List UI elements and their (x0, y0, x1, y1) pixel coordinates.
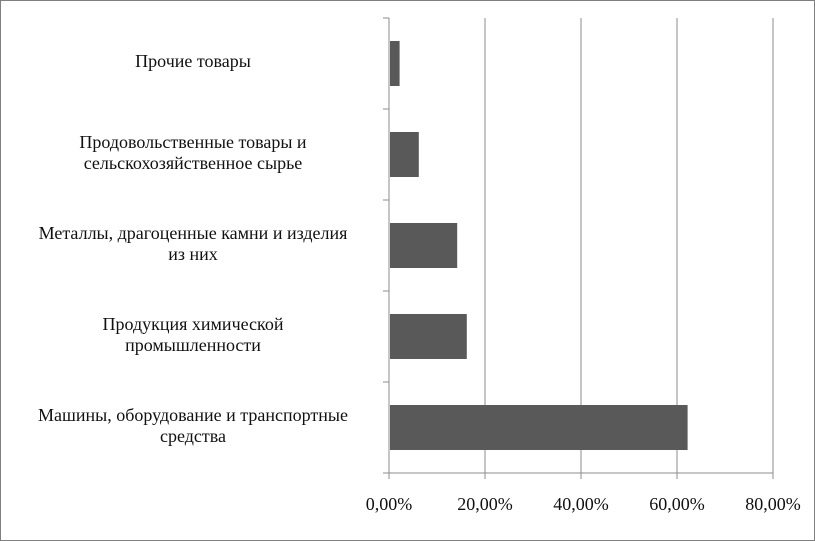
category-label: Машины, оборудование и транспортные сред… (38, 404, 348, 446)
category-label: Продукция химической промышленности (102, 313, 284, 355)
x-tick-label: 40,00% (553, 494, 609, 514)
bar (390, 223, 458, 268)
category-label: Продовольственные товары и сельскохозяйс… (79, 131, 307, 173)
x-tick-label: 80,00% (745, 494, 801, 514)
bar (390, 132, 419, 177)
bar (390, 41, 400, 86)
x-tick-label: 20,00% (457, 494, 513, 514)
category-label: Прочие товары (135, 51, 251, 71)
x-tick-label: 0,00% (365, 494, 413, 514)
bar (390, 314, 467, 359)
bar (390, 405, 688, 450)
category-label: Металлы, драгоценные камни и изделия из … (38, 222, 348, 264)
x-tick-label: 60,00% (649, 494, 705, 514)
